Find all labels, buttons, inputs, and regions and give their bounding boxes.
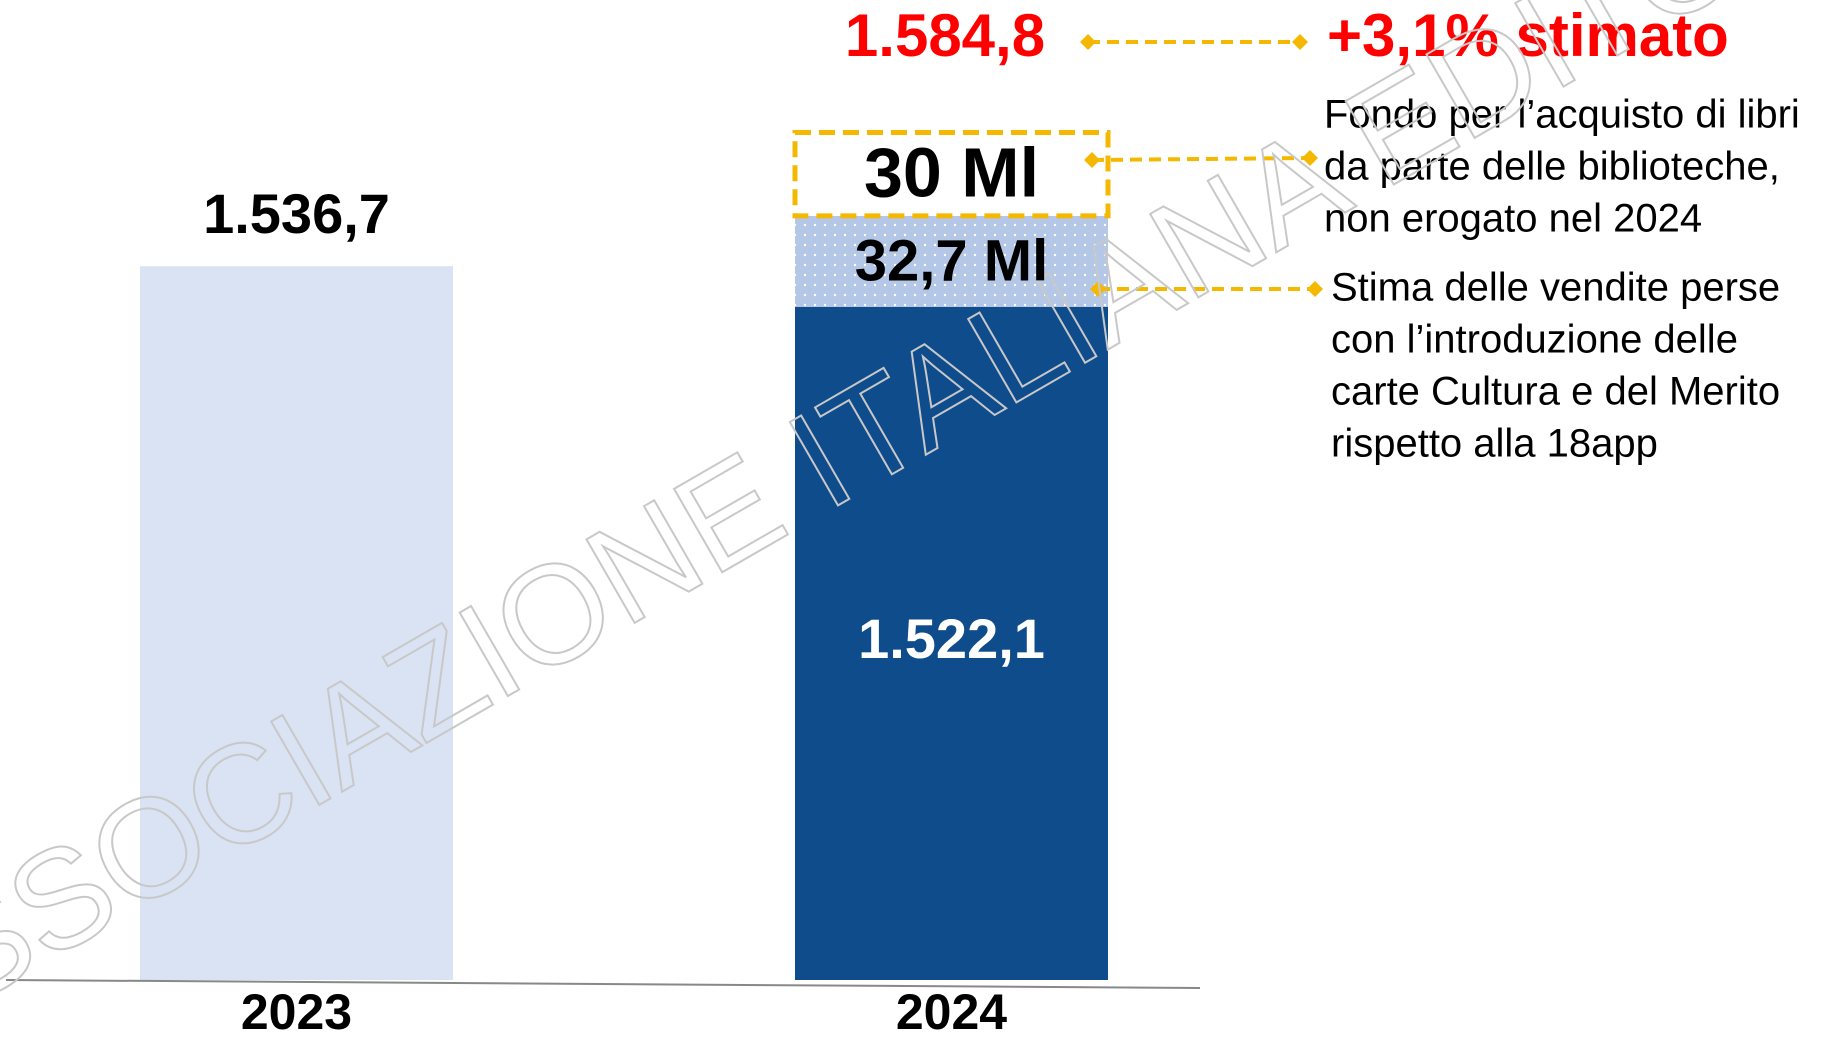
annotation-line: rispetto alla 18app bbox=[1331, 422, 1658, 466]
annotation-line: Fondo per l’acquisto di libri bbox=[1324, 93, 1800, 137]
arrow bbox=[1084, 150, 1318, 168]
data-label: 1.536,7 bbox=[203, 182, 390, 245]
annotation-line: Stima delle vendite perse bbox=[1331, 266, 1780, 310]
annotation-line: da parte delle biblioteche, bbox=[1324, 145, 1780, 189]
data-label: 32,7 Ml bbox=[855, 229, 1048, 294]
annotation-line: non erogato nel 2024 bbox=[1324, 197, 1702, 241]
baseline bbox=[5, 979, 1201, 989]
data-label: 30 Ml bbox=[864, 134, 1039, 212]
bar-segment bbox=[795, 215, 1108, 307]
total-label: 1.584,8 bbox=[845, 2, 1045, 69]
data-label: 1.522,1 bbox=[858, 607, 1045, 670]
bar-segment bbox=[140, 266, 453, 980]
x-tick-label: 2023 bbox=[241, 984, 352, 1037]
x-tick-label: 2024 bbox=[896, 984, 1007, 1037]
growth-label: +3,1% stimato bbox=[1327, 2, 1729, 69]
bar-segment bbox=[792, 129, 1111, 219]
bar-segment bbox=[795, 306, 1108, 981]
annotation-line: carte Cultura e del Merito bbox=[1331, 370, 1780, 414]
annotation-line: con l’introduzione delle bbox=[1331, 318, 1738, 362]
